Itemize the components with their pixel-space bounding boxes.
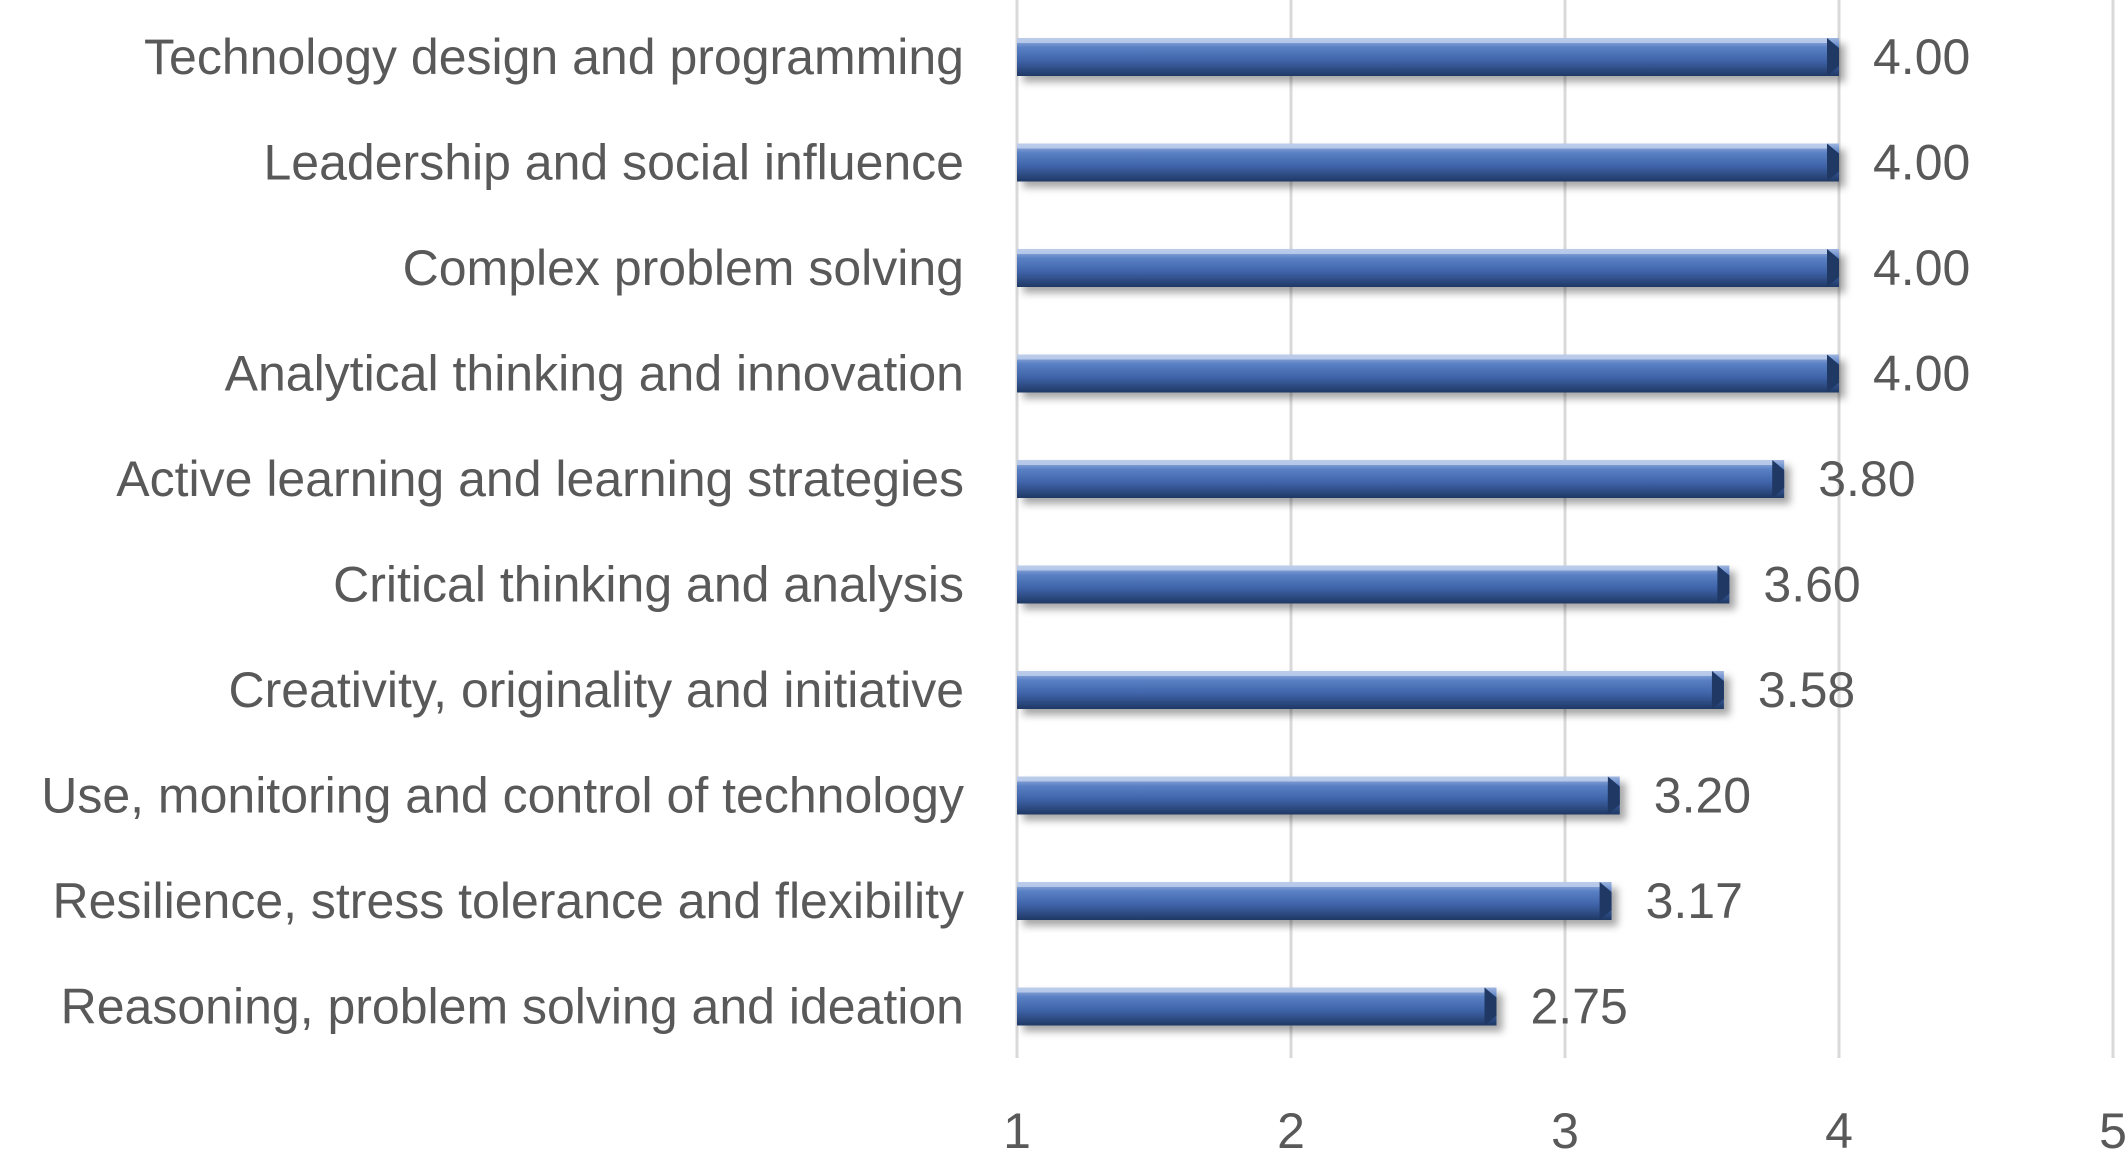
x-tick-label: 4 [1825, 1103, 1853, 1159]
value-label: 4.00 [1873, 240, 1970, 296]
bar-highlight [1017, 38, 1827, 43]
category-label: Technology design and programming [144, 29, 964, 85]
category-label: Complex problem solving [403, 240, 964, 296]
bar-end-bevel [1599, 882, 1612, 920]
bar [1017, 776, 1620, 815]
value-label: 3.60 [1763, 557, 1860, 613]
bar-group [1017, 460, 1785, 498]
category-label: Leadership and social influence [264, 135, 965, 191]
bar-group [1017, 38, 1839, 76]
bar [1017, 987, 1497, 1026]
value-label: 3.58 [1758, 662, 1855, 718]
bars [1017, 38, 1839, 1026]
bar-group [1017, 354, 1839, 393]
bar-highlight [1017, 249, 1827, 254]
bar-highlight [1017, 354, 1827, 360]
bar-highlight [1017, 671, 1712, 676]
category-label: Use, monitoring and control of technolog… [41, 768, 964, 824]
x-tick-label: 2 [1277, 1103, 1305, 1159]
bar-highlight [1017, 143, 1827, 149]
bar [1017, 460, 1785, 498]
bar-end-bevel [1827, 38, 1839, 76]
bar [1017, 882, 1612, 920]
bar [1017, 249, 1839, 287]
bar-group [1017, 671, 1724, 709]
bar-group [1017, 249, 1839, 287]
bar-end-bevel [1717, 565, 1730, 604]
value-label: 2.75 [1531, 979, 1628, 1035]
x-tick-label: 1 [1003, 1103, 1031, 1159]
bar-highlight [1017, 776, 1608, 782]
bar [1017, 143, 1839, 182]
bar [1017, 354, 1839, 393]
category-labels: Technology design and programming Leaders… [41, 29, 964, 1035]
bar-group [1017, 882, 1612, 920]
bar-end-bevel [1772, 460, 1785, 498]
bar-end-bevel [1827, 354, 1839, 393]
bar-end-bevel [1827, 143, 1839, 182]
bar-highlight [1017, 460, 1773, 465]
value-label: 3.80 [1818, 451, 1915, 507]
bar-group [1017, 987, 1497, 1026]
bar-group [1017, 143, 1839, 182]
bar-highlight [1017, 987, 1485, 993]
bar-highlight [1017, 565, 1718, 571]
category-label: Analytical thinking and innovation [225, 346, 964, 402]
bar [1017, 38, 1839, 76]
bar-group [1017, 565, 1730, 604]
value-label: 4.00 [1873, 29, 1970, 85]
bar [1017, 671, 1724, 709]
value-label: 3.17 [1646, 873, 1743, 929]
x-tick-label: 3 [1551, 1103, 1579, 1159]
bar-end-bevel [1607, 776, 1620, 815]
category-label: Resilience, stress tolerance and flexibi… [52, 873, 964, 929]
value-labels: 4.00 4.00 4.00 4.00 3.80 3.60 3.583.20 3.17 2.75 [1531, 29, 1971, 1035]
x-tick-label: 5 [2099, 1103, 2127, 1159]
value-label: 4.00 [1873, 346, 1970, 402]
category-label: Reasoning, problem solving and ideation [61, 979, 964, 1035]
bar-end-bevel [1711, 671, 1724, 709]
bar-highlight [1017, 882, 1600, 887]
bar-end-bevel [1827, 249, 1839, 287]
value-label: 4.00 [1873, 135, 1970, 191]
x-axis-tick-labels: 1 2 3 4 5 [1003, 1103, 2127, 1159]
category-label: Critical thinking and analysis [333, 557, 964, 613]
category-label: Creativity, originality and initiative [229, 662, 965, 718]
bar-group [1017, 776, 1620, 815]
value-label: 3.20 [1654, 768, 1751, 824]
bar-end-bevel [1484, 987, 1497, 1026]
bar [1017, 565, 1730, 604]
category-label: Active learning and learning strategies [116, 451, 964, 507]
